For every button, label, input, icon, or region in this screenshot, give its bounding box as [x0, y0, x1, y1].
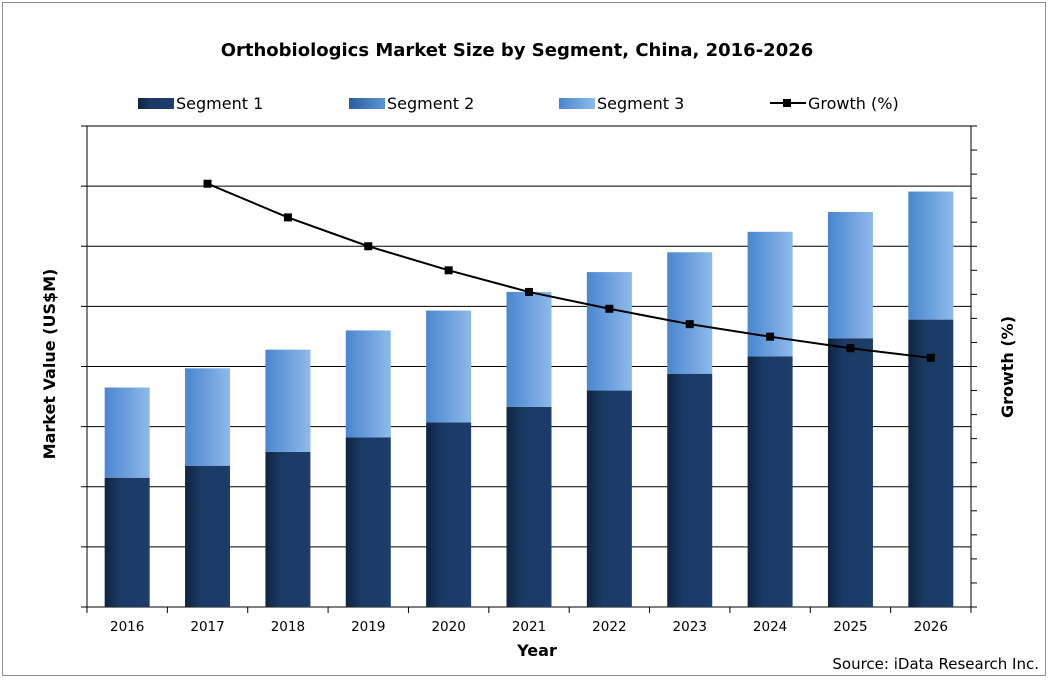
x-tick-label: 2023 [673, 619, 707, 635]
growth-point [685, 320, 694, 329]
growth-point [605, 304, 614, 313]
growth-point [203, 179, 212, 188]
bar-segment-1 [747, 356, 793, 607]
bar-segment-1 [104, 477, 150, 607]
growth-point [846, 344, 855, 353]
x-tick-label: 2016 [110, 619, 144, 635]
bar-segment-1 [506, 406, 552, 607]
bar-segment-3 [185, 368, 231, 466]
chart-title: Orthobiologics Market Size by Segment, C… [221, 40, 814, 61]
x-tick-label: 2026 [914, 619, 948, 635]
bar-segment-3 [827, 211, 873, 339]
bar-segment-1 [185, 465, 231, 607]
growth-point [766, 332, 775, 341]
growth-point [444, 266, 453, 275]
bar-segment-3 [345, 330, 391, 438]
chart: Orthobiologics Market Size by Segment, C… [40, 40, 1039, 673]
growth-line [207, 182, 931, 359]
source-note: Source: iData Research Inc. [832, 655, 1039, 673]
bar-segment-3 [908, 191, 954, 320]
legend-swatch-segment-1 [138, 98, 174, 109]
bar-segment-1 [908, 319, 954, 607]
x-axis-title: Year [516, 641, 557, 660]
y2-axis-title: Growth (%) [998, 316, 1017, 418]
bar-segment-1 [827, 338, 873, 607]
plot-area: 2016 2017 2018 2019 2020 2021 2022 2023 2024 2025… [81, 125, 977, 635]
legend-label-growth: Growth (%) [808, 94, 899, 113]
bar-segment-1 [345, 437, 391, 607]
x-tick-label: 2024 [753, 619, 787, 635]
legend-swatch-segment-3 [559, 98, 595, 109]
x-tick-label: 2022 [592, 619, 626, 635]
x-tick-label: 2019 [351, 619, 385, 635]
bar-segment-3 [506, 291, 552, 407]
bar-segment-1 [426, 422, 472, 607]
growth-point [364, 242, 373, 251]
bar-segment-1 [265, 451, 311, 607]
x-tick-label: 2020 [431, 619, 465, 635]
growth-point [926, 353, 935, 362]
bar-segment-3 [426, 310, 472, 423]
legend-marker-growth [783, 99, 791, 107]
growth-point [525, 287, 533, 296]
bar-segment-3 [104, 387, 150, 478]
x-tick-label: 2017 [190, 619, 224, 635]
bar-segment-1 [586, 390, 632, 607]
bar-segment-3 [667, 252, 713, 374]
legend-label-segment-1: Segment 1 [176, 94, 263, 113]
x-tick-label: 2021 [512, 619, 546, 635]
legend-label-segment-3: Segment 3 [597, 94, 684, 113]
growth-point [283, 213, 292, 222]
legend-swatch-segment-2 [349, 98, 385, 109]
y-axis-title: Market Value (US$M) [40, 269, 59, 460]
legend-label-segment-2: Segment 2 [387, 94, 474, 113]
legend: Segment 1 Segment 2 Segment 3 Growth (%) [138, 94, 899, 113]
bar-segment-3 [265, 349, 311, 452]
bar-segment-1 [667, 373, 713, 607]
x-tick-label: 2025 [833, 619, 867, 635]
x-tick-label: 2018 [271, 619, 305, 635]
bar-segment-3 [586, 272, 632, 391]
